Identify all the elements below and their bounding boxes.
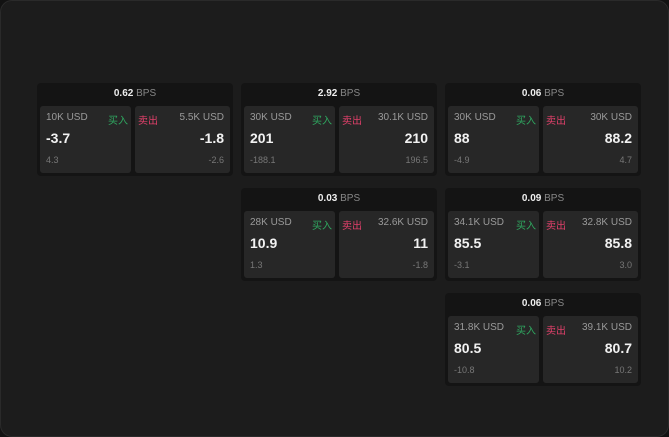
sell-change: 196.5 (405, 155, 428, 165)
spread-value: 0.06 (521, 298, 542, 309)
buy-size: 31.8K USD (454, 322, 505, 333)
spread-value: 0.06 (521, 88, 542, 99)
sell-change: -2.6 (208, 155, 224, 165)
sell-size: 30.1K USD (377, 112, 428, 123)
sell-size: 39.1K USD (581, 322, 632, 333)
buy-change: 4.3 (46, 155, 59, 165)
sell-size: 5.5K USD (179, 112, 224, 123)
sell-label: 卖出 (546, 221, 566, 232)
sell-price: 11 (413, 235, 428, 251)
sell-tile[interactable]: 卖出 30K USD 88.2 4.7 (543, 106, 638, 173)
buy-tile[interactable]: 10K USD 买入 -3.7 4.3 (40, 106, 131, 173)
sell-tile[interactable]: 卖出 5.5K USD -1.8 -2.6 (135, 106, 230, 173)
buy-label: 买入 (516, 116, 536, 127)
sell-label: 卖出 (342, 116, 362, 127)
buy-size: 10K USD (46, 112, 88, 123)
sell-price: 80.7 (604, 340, 632, 356)
buy-change: -4.9 (454, 155, 470, 165)
buy-tile[interactable]: 28K USD 买入 10.9 1.3 (244, 211, 335, 278)
spread-header: 0.62 BPS (37, 83, 233, 105)
quote-card: 2.92 BPS 30K USD 买入 201 -188.1 卖出 30.1K … (241, 83, 437, 176)
sell-tile[interactable]: 卖出 30.1K USD 210 196.5 (339, 106, 434, 173)
buy-price: 80.5 (454, 340, 482, 356)
sell-tile[interactable]: 卖出 32.8K USD 85.8 3.0 (543, 211, 638, 278)
buy-label: 买入 (108, 116, 128, 127)
spread-header: 0.09 BPS (445, 188, 641, 210)
spread-unit: BPS (544, 88, 565, 99)
sell-change: 10.2 (614, 365, 632, 375)
buy-label: 买入 (312, 221, 332, 232)
sell-label: 卖出 (546, 116, 566, 127)
quote-card: 0.62 BPS 10K USD 买入 -3.7 4.3 卖出 5.5K USD… (37, 83, 233, 176)
buy-price: 10.9 (250, 235, 278, 251)
buy-price: -3.7 (46, 130, 71, 146)
sell-price: 88.2 (604, 130, 632, 146)
sell-change: 4.7 (619, 155, 632, 165)
sell-size: 30K USD (590, 112, 632, 123)
buy-change: -188.1 (250, 155, 276, 165)
spread-unit: BPS (340, 193, 361, 204)
buy-change: 1.3 (250, 260, 263, 270)
sell-price: 85.8 (604, 235, 632, 251)
spread-value: 0.62 (113, 88, 134, 99)
sell-tile[interactable]: 卖出 32.6K USD 11 -1.8 (339, 211, 434, 278)
quote-card: 0.06 BPS 30K USD 买入 88 -4.9 卖出 30K USD 8… (445, 83, 641, 176)
spread-value: 0.03 (317, 193, 338, 204)
quote-card: 0.03 BPS 28K USD 买入 10.9 1.3 卖出 32.6K US… (241, 188, 437, 281)
spread-value: 2.92 (317, 88, 338, 99)
quote-card: 0.09 BPS 34.1K USD 买入 85.5 -3.1 卖出 32.8K… (445, 188, 641, 281)
spread-header: 0.06 BPS (445, 293, 641, 315)
buy-size: 34.1K USD (454, 217, 505, 228)
spread-value: 0.09 (521, 193, 542, 204)
sell-price: 210 (404, 130, 428, 146)
quote-card: 0.06 BPS 31.8K USD 买入 80.5 -10.8 卖出 39.1… (445, 293, 641, 386)
sell-label: 卖出 (546, 326, 566, 337)
spread-header: 2.92 BPS (241, 83, 437, 105)
spread-header: 0.03 BPS (241, 188, 437, 210)
sell-size: 32.8K USD (581, 217, 632, 228)
buy-price: 85.5 (454, 235, 482, 251)
sell-change: 3.0 (619, 260, 632, 270)
buy-size: 28K USD (250, 217, 292, 228)
buy-change: -10.8 (454, 365, 475, 375)
spread-unit: BPS (544, 193, 565, 204)
buy-change: -3.1 (454, 260, 470, 270)
sell-price: -1.8 (199, 130, 224, 146)
buy-size: 30K USD (250, 112, 292, 123)
buy-tile[interactable]: 34.1K USD 买入 85.5 -3.1 (448, 211, 539, 278)
buy-label: 买入 (312, 116, 332, 127)
spread-unit: BPS (544, 298, 565, 309)
buy-price: 88 (454, 130, 470, 146)
spread-unit: BPS (340, 88, 361, 99)
spread-header: 0.06 BPS (445, 83, 641, 105)
sell-label: 卖出 (138, 116, 158, 127)
buy-tile[interactable]: 30K USD 买入 201 -188.1 (244, 106, 335, 173)
spread-unit: BPS (136, 88, 157, 99)
buy-size: 30K USD (454, 112, 496, 123)
buy-label: 买入 (516, 326, 536, 337)
buy-tile[interactable]: 30K USD 买入 88 -4.9 (448, 106, 539, 173)
buy-label: 买入 (516, 221, 536, 232)
sell-size: 32.6K USD (377, 217, 428, 228)
sell-label: 卖出 (342, 221, 362, 232)
sell-change: -1.8 (412, 260, 428, 270)
buy-tile[interactable]: 31.8K USD 买入 80.5 -10.8 (448, 316, 539, 383)
buy-price: 201 (250, 130, 274, 146)
sell-tile[interactable]: 卖出 39.1K USD 80.7 10.2 (543, 316, 638, 383)
